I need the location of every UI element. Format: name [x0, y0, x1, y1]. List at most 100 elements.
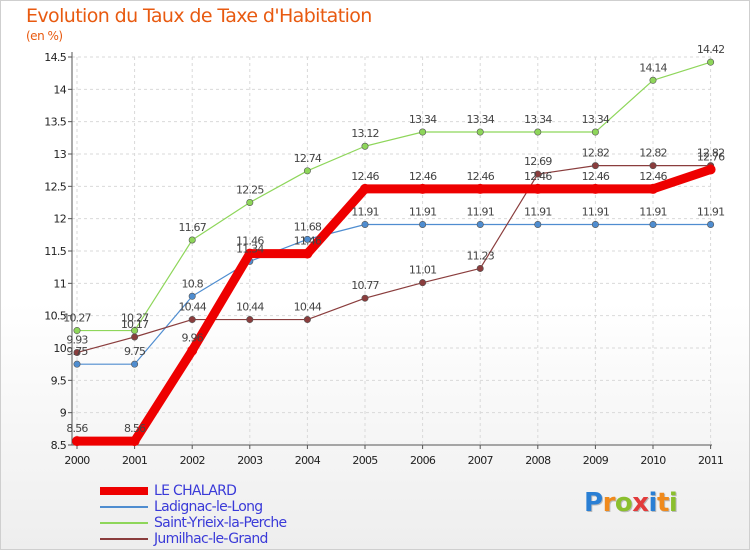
x-tick-labels: 2000 2001 2002 2003 2004 2005 2006 2007 2008 2009…	[64, 454, 724, 467]
x-tick-label: 2008	[525, 454, 551, 467]
data-label: 11.34	[236, 242, 264, 255]
series-line-2	[76, 61, 712, 332]
legend-item: LE CHALARD	[100, 483, 286, 499]
data-label: 11.91	[639, 205, 667, 218]
data-label: 11.91	[466, 205, 494, 218]
axes	[68, 52, 712, 449]
data-point	[361, 142, 369, 150]
data-label: 12.46	[466, 170, 494, 183]
data-point	[649, 162, 657, 170]
data-label: 10.44	[294, 301, 322, 314]
data-label: 13.12	[351, 127, 379, 140]
y-tick-label: 13.5	[44, 116, 66, 129]
series-lines	[72, 58, 716, 447]
data-point	[188, 316, 196, 324]
legend-label: Saint-Yrieix-la-Perche	[154, 515, 287, 531]
x-tick-label: 2002	[180, 454, 205, 467]
data-label: 11.91	[697, 205, 725, 218]
data-label: 9.93	[66, 334, 88, 347]
y-tick-label: 9.5	[51, 374, 67, 387]
x-tick-label: 2003	[237, 454, 263, 467]
data-label: 12.46	[409, 170, 437, 183]
data-point	[419, 220, 427, 228]
data-label: 11.91	[409, 205, 437, 218]
legend-swatch	[100, 538, 148, 540]
data-point	[72, 436, 82, 447]
data-point	[361, 220, 369, 228]
data-point	[419, 279, 427, 287]
data-point	[188, 292, 196, 300]
data-point	[590, 183, 601, 194]
data-point	[476, 220, 484, 228]
data-point	[303, 316, 311, 324]
y-tick-label: 12.5	[44, 180, 66, 193]
legend-swatch	[100, 522, 148, 524]
x-tick-label: 2007	[468, 454, 494, 467]
y-tick-label: 8.5	[51, 439, 67, 452]
data-point	[707, 58, 715, 66]
data-point	[73, 349, 81, 357]
data-label: 11.91	[582, 205, 610, 218]
data-label: 11.46	[236, 235, 264, 248]
y-tick-label: 10	[53, 342, 66, 355]
data-point	[476, 264, 484, 272]
legend: LE CHALARD Ladignac-le-Long Saint-Yrieix-l…	[100, 483, 287, 547]
data-label: 10.77	[351, 279, 379, 292]
legend-item: Jumilhac-le-Grand	[100, 531, 286, 547]
x-tick-label: 2004	[295, 454, 321, 467]
data-point	[129, 436, 140, 447]
chart-title: Evolution du Taux de Taxe d'Habitation	[26, 5, 372, 27]
y-tick-label: 9	[60, 407, 67, 420]
series-line-0	[72, 165, 716, 446]
data-point	[188, 236, 196, 244]
y-tick-label: 14	[53, 83, 66, 96]
data-label: 10.27	[121, 312, 149, 325]
y-tick-label: 11.5	[44, 245, 66, 258]
data-point	[532, 183, 543, 194]
data-point	[303, 235, 311, 243]
data-point	[360, 183, 370, 194]
data-point	[475, 183, 486, 194]
data-label: 12.69	[524, 155, 552, 168]
data-label: 10.44	[178, 301, 206, 314]
data-label: 13.34	[524, 113, 552, 126]
data-point	[131, 333, 139, 341]
y-tick-label: 14.5	[44, 51, 66, 64]
data-point	[246, 199, 254, 207]
data-label: 14.42	[697, 43, 725, 56]
x-tick-label: 2006	[410, 454, 436, 467]
data-point	[187, 345, 198, 356]
data-point	[705, 164, 716, 175]
x-tick-label: 2005	[352, 454, 378, 467]
x-tick-label: 2010	[640, 454, 666, 467]
data-label: 12.76	[697, 151, 725, 164]
y-tick-label: 10.5	[44, 310, 66, 323]
data-point	[591, 162, 599, 170]
data-label: 13.34	[582, 113, 610, 126]
x-tick-label: 2009	[583, 454, 609, 467]
y-tick-labels: 8.5 9 9.5 10 10.5 11 11.5 12 12.5 13 13.5 14 14.5	[44, 51, 67, 452]
legend-item: Ladignac-le-Long	[100, 499, 286, 515]
legend-item: Saint-Yrieix-la-Perche	[100, 515, 287, 531]
data-label: 11.91	[351, 205, 379, 218]
data-point	[649, 76, 657, 84]
data-point	[73, 360, 81, 368]
data-label: 12.25	[236, 184, 264, 197]
data-point	[131, 360, 139, 368]
y-tick-label: 12	[53, 213, 66, 226]
data-label: 12.82	[697, 147, 725, 160]
data-point	[73, 327, 81, 335]
data-label: 10.27	[63, 312, 91, 325]
data-point	[244, 248, 255, 259]
data-point	[649, 220, 657, 228]
y-tick-label: 11	[53, 277, 66, 290]
data-label: 12.46	[582, 170, 610, 183]
data-label: 11.68	[294, 220, 322, 233]
series-line-3	[76, 165, 712, 354]
series-line-1	[76, 223, 712, 365]
data-label: 11.46	[294, 235, 322, 248]
data-label: 13.34	[409, 113, 437, 126]
data-label: 12.82	[639, 147, 667, 160]
data-label: 11.91	[524, 205, 552, 218]
chart-subtitle: (en %)	[26, 29, 63, 43]
